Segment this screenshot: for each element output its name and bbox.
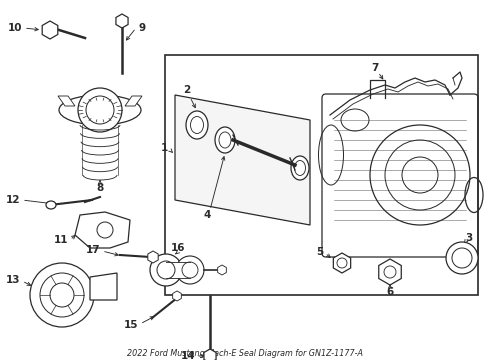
Text: 3: 3 [465,233,472,243]
Polygon shape [175,95,310,225]
Polygon shape [125,96,142,106]
Text: 15: 15 [123,320,138,330]
Text: 4: 4 [203,210,211,220]
Text: 13: 13 [5,275,20,285]
Ellipse shape [46,201,56,209]
Bar [165,55,478,295]
Ellipse shape [294,161,305,175]
Circle shape [176,256,204,284]
Text: 11: 11 [53,235,68,245]
Text: 12: 12 [5,195,20,205]
Text: 5: 5 [316,247,323,257]
Circle shape [40,273,84,317]
Text: 8: 8 [97,183,103,193]
Text: 14: 14 [180,351,195,360]
Circle shape [150,254,182,286]
Ellipse shape [219,132,231,148]
Circle shape [384,266,396,278]
Text: 2022 Ford Mustang Mach-E Seal Diagram for GN1Z-1177-A: 2022 Ford Mustang Mach-E Seal Diagram fo… [127,349,363,358]
Circle shape [337,258,347,268]
Text: 16: 16 [171,243,185,253]
Text: 1: 1 [161,143,168,153]
Ellipse shape [186,111,208,139]
Polygon shape [75,212,130,248]
Circle shape [452,248,472,268]
Ellipse shape [291,156,309,180]
Text: 10: 10 [7,23,22,33]
Ellipse shape [215,127,235,153]
Circle shape [78,88,122,132]
Polygon shape [58,96,75,106]
Text: 2: 2 [183,85,191,95]
Ellipse shape [191,117,203,134]
Circle shape [157,261,175,279]
Text: 6: 6 [387,287,393,297]
Text: 17: 17 [85,245,100,255]
Ellipse shape [59,95,141,125]
Text: 9: 9 [138,23,145,33]
Bar [166,262,190,278]
Circle shape [182,262,198,278]
Circle shape [86,96,114,124]
Circle shape [446,242,478,274]
Text: 7: 7 [371,63,379,73]
Circle shape [50,283,74,307]
Circle shape [30,263,94,327]
Circle shape [97,222,113,238]
Polygon shape [90,273,117,300]
